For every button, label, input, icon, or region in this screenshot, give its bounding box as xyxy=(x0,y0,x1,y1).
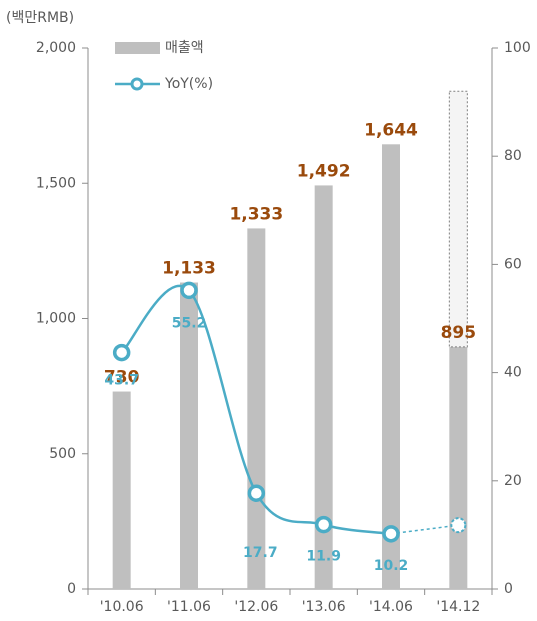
y-tick-label: 1,500 xyxy=(36,175,76,191)
yoy-value-label: 55.2 xyxy=(172,315,207,331)
y-tick-label: 1,000 xyxy=(36,311,76,327)
bar-value-label: 730 xyxy=(104,368,140,388)
bar-value-label: 1,333 xyxy=(229,204,283,224)
bar xyxy=(449,346,468,589)
yoy-marker xyxy=(247,484,266,502)
bar-value-label: 895 xyxy=(441,323,477,343)
bar xyxy=(112,391,131,589)
y-tick-label: 2,000 xyxy=(36,40,76,56)
y2-tick-label: 20 xyxy=(504,473,522,489)
y2-tick-label: 100 xyxy=(504,40,531,56)
estimate-bar xyxy=(448,90,468,348)
y-axis-label: (백만RMB) xyxy=(6,10,74,26)
x-tick-label: '11.06 xyxy=(167,599,211,615)
legend-swatch xyxy=(115,42,160,54)
yoy-dashed-line xyxy=(390,524,459,535)
yoy-marker xyxy=(180,281,198,300)
bar xyxy=(382,144,400,589)
yoy-value-label: 10.2 xyxy=(374,558,409,574)
bar-value-label: 1,492 xyxy=(297,161,351,181)
x-tick-label: '14.06 xyxy=(369,599,413,615)
yoy-value-label: 17.7 xyxy=(243,545,278,561)
x-tick-label: '14.12 xyxy=(436,599,480,615)
yoy-marker xyxy=(382,525,400,543)
legend-label: YoY(%) xyxy=(164,76,213,92)
yoy-marker xyxy=(112,343,131,362)
yoy-marker xyxy=(450,517,467,534)
y2-tick-label: 80 xyxy=(504,148,522,164)
legend-marker xyxy=(130,77,144,91)
legend-label: 매출액 xyxy=(165,40,204,56)
bar xyxy=(180,282,198,589)
bar-value-label: 1,644 xyxy=(364,120,418,140)
x-tick-label: '13.06 xyxy=(302,599,346,615)
yoy-value-label: 11.9 xyxy=(306,549,341,565)
y-tick-label: 500 xyxy=(49,446,76,462)
x-tick-label: '10.06 xyxy=(100,599,144,615)
yoy-value-label: 43.7 xyxy=(104,373,139,389)
y2-tick-label: 40 xyxy=(504,365,522,381)
bar-value-label: 1,133 xyxy=(162,259,216,279)
y2-tick-label: 0 xyxy=(504,581,513,597)
yoy-marker xyxy=(314,515,333,534)
bar xyxy=(314,185,333,589)
y2-tick-label: 60 xyxy=(504,256,522,272)
y-tick-label: 0 xyxy=(67,581,76,597)
bar xyxy=(247,228,266,589)
x-tick-label: '12.06 xyxy=(234,599,278,615)
